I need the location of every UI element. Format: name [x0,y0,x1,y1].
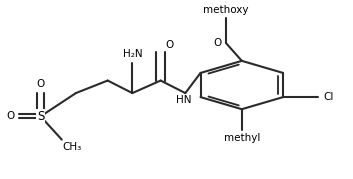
Text: HN: HN [176,95,191,105]
Text: S: S [37,110,44,123]
Text: O: O [165,40,174,50]
Text: O: O [213,38,221,48]
Text: CH₃: CH₃ [63,142,82,152]
Text: methyl: methyl [223,133,260,143]
Text: Cl: Cl [324,92,334,102]
Text: O: O [36,79,45,89]
Text: methoxy: methoxy [203,5,249,15]
Text: O: O [6,111,15,121]
Text: H₂N: H₂N [122,49,142,59]
